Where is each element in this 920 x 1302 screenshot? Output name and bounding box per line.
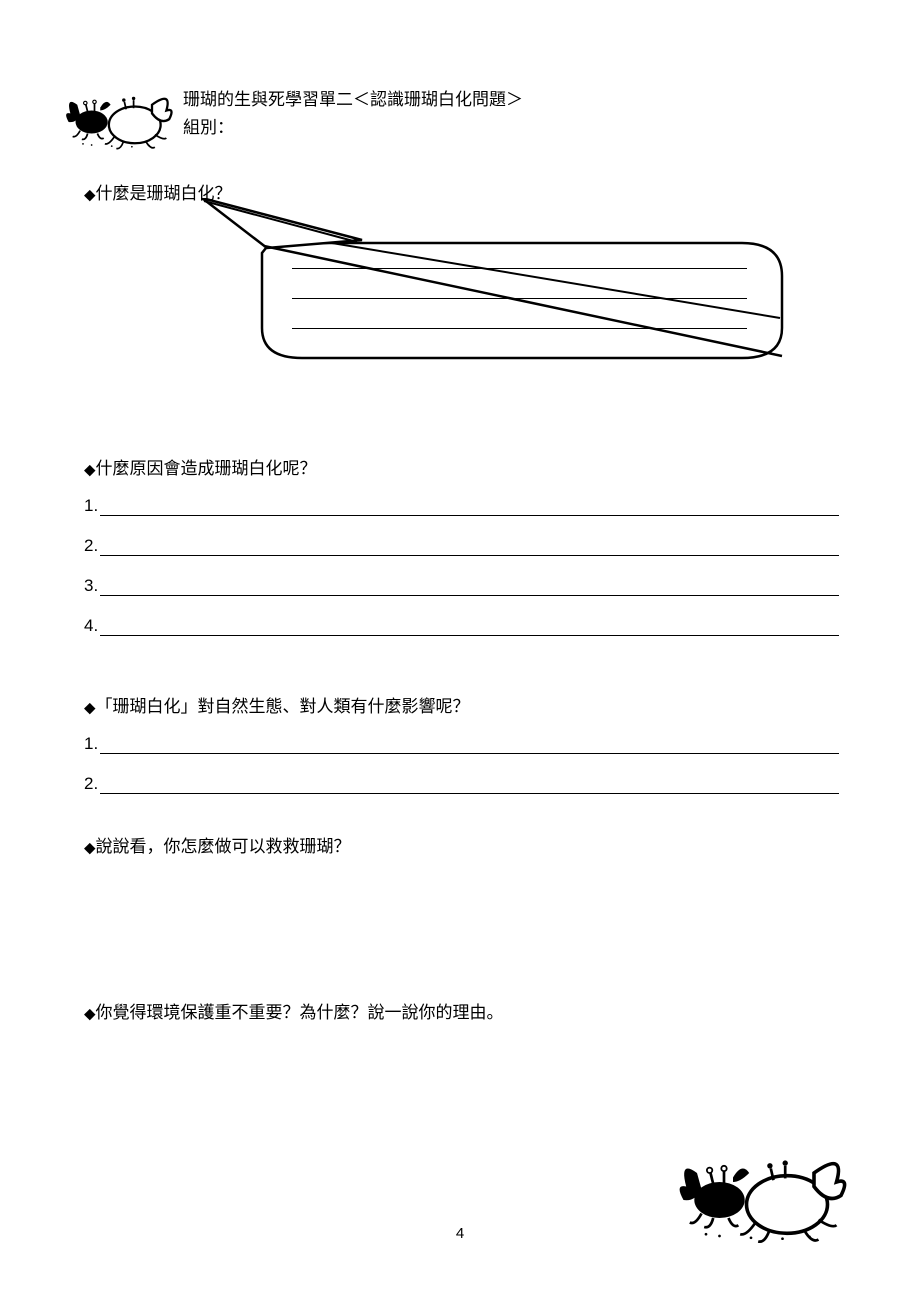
bubble-writeline-2[interactable] bbox=[292, 298, 747, 299]
list-item: 3. bbox=[84, 576, 839, 596]
answer-line[interactable] bbox=[100, 736, 839, 754]
header-text-block: 珊瑚的生與死學習單二＜認識珊瑚白化問題＞ 組別： bbox=[183, 68, 523, 142]
diamond-icon: ◆ bbox=[84, 1006, 96, 1023]
question-4: ◆說說看，你怎麼做可以救救珊瑚？ bbox=[84, 832, 351, 857]
worksheet-title: 珊瑚的生與死學習單二＜認識珊瑚白化問題＞ bbox=[183, 86, 523, 114]
bubble-writeline-3[interactable] bbox=[292, 328, 747, 329]
diamond-icon: ◆ bbox=[84, 462, 96, 479]
bubble-outline-icon bbox=[182, 198, 807, 373]
list-item: 1. bbox=[84, 734, 839, 754]
question-3: ◆「珊瑚白化」對自然生態、對人類有什麼影響呢？ bbox=[84, 692, 470, 717]
diamond-icon: ◆ bbox=[84, 840, 96, 857]
question-5-text: 你覺得環境保護重不重要？為什麼？說一說你的理由。 bbox=[96, 1003, 504, 1022]
list-item: 4. bbox=[84, 616, 839, 636]
group-label: 組別： bbox=[183, 114, 523, 142]
item-number: 4. bbox=[84, 616, 98, 636]
list-item: 2. bbox=[84, 536, 839, 556]
list-item: 2. bbox=[84, 774, 839, 794]
diamond-icon: ◆ bbox=[84, 187, 96, 204]
answer-line[interactable] bbox=[100, 538, 839, 556]
question-2-text: 什麼原因會造成珊瑚白化呢？ bbox=[96, 459, 317, 478]
answer-line[interactable] bbox=[100, 776, 839, 794]
page-number: 4 bbox=[0, 1225, 920, 1242]
question-3-text: 「珊瑚白化」對自然生態、對人類有什麼影響呢？ bbox=[96, 697, 470, 716]
q3-answer-list: 1. 2. bbox=[84, 734, 839, 814]
answer-line[interactable] bbox=[100, 498, 839, 516]
item-number: 1. bbox=[84, 496, 98, 516]
crab-icon bbox=[60, 68, 175, 153]
question-5: ◆你覺得環境保護重不重要？為什麼？說一說你的理由。 bbox=[84, 998, 504, 1023]
q2-answer-list: 1. 2. 3. 4. bbox=[84, 496, 839, 656]
answer-bubble bbox=[182, 198, 807, 368]
item-number: 2. bbox=[84, 774, 98, 794]
question-4-text: 說說看，你怎麼做可以救救珊瑚？ bbox=[96, 837, 351, 856]
answer-line[interactable] bbox=[100, 578, 839, 596]
question-2: ◆什麼原因會造成珊瑚白化呢？ bbox=[84, 454, 317, 479]
item-number: 3. bbox=[84, 576, 98, 596]
answer-line[interactable] bbox=[100, 618, 839, 636]
item-number: 2. bbox=[84, 536, 98, 556]
worksheet-header: 珊瑚的生與死學習單二＜認識珊瑚白化問題＞ 組別： bbox=[60, 68, 523, 153]
bubble-writeline-1[interactable] bbox=[292, 268, 747, 269]
diamond-icon: ◆ bbox=[84, 700, 96, 717]
item-number: 1. bbox=[84, 734, 98, 754]
list-item: 1. bbox=[84, 496, 839, 516]
